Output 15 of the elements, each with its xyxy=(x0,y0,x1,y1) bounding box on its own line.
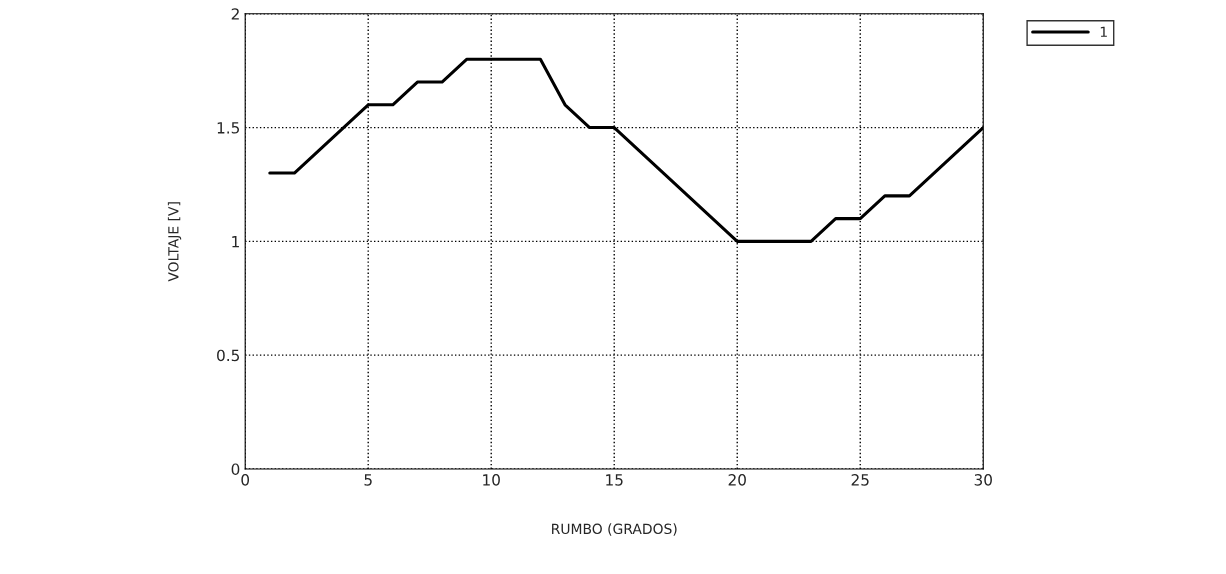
x-tick-label: 5 xyxy=(364,474,372,486)
x-tick-label: 10 xyxy=(483,474,500,486)
y-tick-label: 1 xyxy=(232,236,239,248)
y-tick-label: 2 xyxy=(231,8,239,20)
x-tick-label: 30 xyxy=(974,474,992,486)
x-tick-label: 15 xyxy=(606,474,623,486)
y-tick-label: 0 xyxy=(231,463,240,475)
x-tick-label: 0 xyxy=(241,474,250,486)
x-axis-title: RUMBO (GRADOS) xyxy=(552,523,677,536)
legend-label: 1 xyxy=(1100,26,1107,37)
x-tick-label: 25 xyxy=(851,474,869,486)
y-tick-label: 0.5 xyxy=(217,349,240,362)
y-axis-title: VOLTAJE [V] xyxy=(167,202,182,282)
y-tick-label: 1.5 xyxy=(217,122,240,134)
x-tick-label: 20 xyxy=(728,474,746,486)
